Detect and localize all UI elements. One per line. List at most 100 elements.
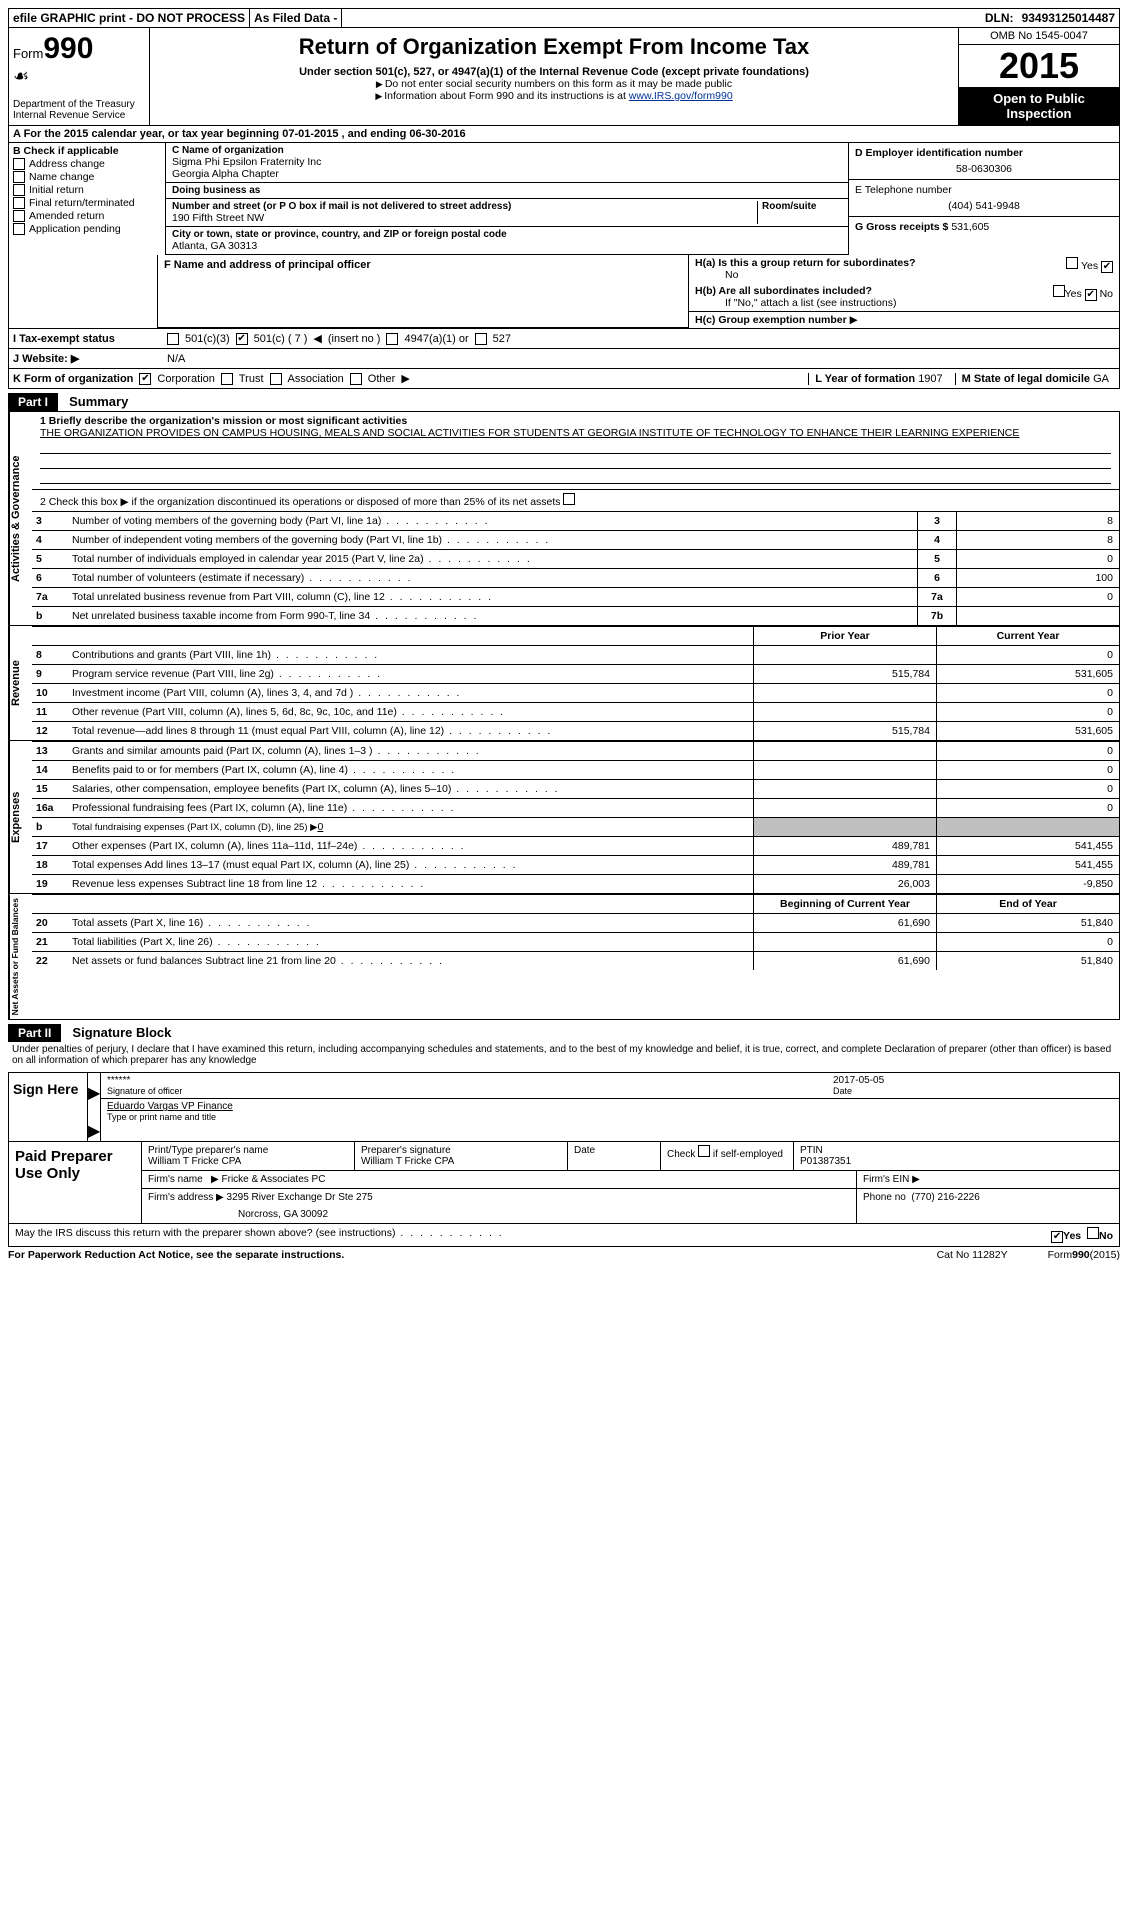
sig-date: 2017-05-05 <box>833 1075 1113 1086</box>
dba-label: Doing business as <box>172 185 842 196</box>
form-title: Return of Organization Exempt From Incom… <box>158 34 950 60</box>
chk-address-change[interactable]: Address change <box>13 158 161 170</box>
form-header: Form990 ☙ Department of the Treasury Int… <box>8 28 1120 126</box>
row-f-h: F Name and address of principal officer … <box>8 255 1120 328</box>
preparer-name: William T Fricke CPA <box>148 1156 348 1167</box>
chk-4947[interactable] <box>386 333 398 345</box>
row-17: 17Other expenses (Part IX, column (A), l… <box>32 836 1119 855</box>
vtab-expenses: Expenses <box>9 741 32 893</box>
chk-trust[interactable] <box>221 373 233 385</box>
section-identity: B Check if applicable Address change Nam… <box>8 143 1120 255</box>
chk-501c3[interactable] <box>167 333 179 345</box>
row-14: 14Benefits paid to or for members (Part … <box>32 760 1119 779</box>
topbar: efile GRAPHIC print - DO NOT PROCESS As … <box>8 8 1120 28</box>
hc-row: H(c) Group exemption number ▶ <box>689 311 1119 328</box>
ptin-value: P01387351 <box>800 1156 1113 1167</box>
discuss-no[interactable] <box>1087 1227 1099 1239</box>
gov-row-5: 5Total number of individuals employed in… <box>32 549 1119 568</box>
row-21: 21Total liabilities (Part X, line 26)0 <box>32 932 1119 951</box>
cat-no: Cat No 11282Y <box>937 1249 1008 1261</box>
name-label: C Name of organization <box>172 145 842 156</box>
hb-no[interactable]: ✔ <box>1085 289 1097 301</box>
part-i-header: Part I <box>8 393 58 411</box>
chk-final-return[interactable]: Final return/terminated <box>13 197 161 209</box>
dept-label: Department of the Treasury <box>13 99 145 110</box>
website-value: N/A <box>167 353 185 365</box>
chk-initial-return[interactable]: Initial return <box>13 184 161 196</box>
ha-yes[interactable] <box>1066 257 1078 269</box>
begin-year-hdr: Beginning of Current Year <box>753 895 936 913</box>
sign-here-label: Sign Here <box>9 1073 88 1141</box>
hb-row: H(b) Are all subordinates included? Yes … <box>689 283 1119 311</box>
f-label: F Name and address of principal officer <box>164 259 371 271</box>
org-name-1: Sigma Phi Epsilon Fraternity Inc <box>172 156 842 168</box>
row-20: 20Total assets (Part X, line 16)61,69051… <box>32 913 1119 932</box>
irs-label: Internal Revenue Service <box>13 110 145 121</box>
part-i-title: Summary <box>69 394 128 409</box>
row-13: 13Grants and similar amounts paid (Part … <box>32 741 1119 760</box>
firm-phone: (770) 216-2226 <box>911 1192 979 1203</box>
ha-no[interactable]: ✔ <box>1101 261 1113 273</box>
sig-stars: ****** <box>107 1075 833 1086</box>
gov-row-7a: 7aTotal unrelated business revenue from … <box>32 587 1119 606</box>
row-10: 10Investment income (Part VIII, column (… <box>32 683 1119 702</box>
chk-discontinued[interactable] <box>563 493 575 505</box>
row-b: bTotal fundraising expenses (Part IX, co… <box>32 817 1119 836</box>
efile-notice: efile GRAPHIC print - DO NOT PROCESS <box>9 9 250 27</box>
chk-amended[interactable]: Amended return <box>13 210 161 222</box>
note-ssn: Do not enter social security numbers on … <box>158 78 950 90</box>
chk-corp[interactable]: ✔ <box>139 373 151 385</box>
q2-row: 2 Check this box ▶ if the organization d… <box>32 489 1119 511</box>
street-value: 190 Fifth Street NW <box>172 212 757 224</box>
irs-link[interactable]: www.IRS.gov/form990 <box>629 90 733 102</box>
note-instructions: Information about Form 990 and its instr… <box>158 90 950 102</box>
city-value: Atlanta, GA 30313 <box>172 240 842 252</box>
part-i-box: Activities & Governance 1 Briefly descri… <box>8 411 1120 1020</box>
row-11: 11Other revenue (Part VIII, column (A), … <box>32 702 1119 721</box>
ein-value: 58-0630306 <box>855 163 1113 175</box>
ein-label: D Employer identification number <box>855 147 1113 159</box>
row-8: 8Contributions and grants (Part VIII, li… <box>32 645 1119 664</box>
vtab-net-assets: Net Assets or Fund Balances <box>9 894 32 1019</box>
form-subtitle: Under section 501(c), 527, or 4947(a)(1)… <box>158 66 950 78</box>
gov-row-4: 4Number of independent voting members of… <box>32 530 1119 549</box>
row-i-tax-status: I Tax-exempt status 501(c)(3) ✔501(c) ( … <box>8 328 1120 348</box>
gov-row-3: 3Number of voting members of the governi… <box>32 511 1119 530</box>
row-18: 18Total expenses Add lines 13–17 (must e… <box>32 855 1119 874</box>
chk-501c[interactable]: ✔ <box>236 333 248 345</box>
row-9: 9Program service revenue (Part VIII, lin… <box>32 664 1119 683</box>
chk-name-change[interactable]: Name change <box>13 171 161 183</box>
chk-assoc[interactable] <box>270 373 282 385</box>
f-value <box>164 271 682 311</box>
mission-text: THE ORGANIZATION PROVIDES ON CAMPUS HOUS… <box>40 427 1019 439</box>
part-ii-header: Part II <box>8 1024 61 1042</box>
paid-preparer-label: Paid Preparer Use Only <box>9 1142 142 1223</box>
row-12: 12Total revenue—add lines 8 through 11 (… <box>32 721 1119 740</box>
col-b-label: B Check if applicable <box>13 145 161 157</box>
firm-addr2: Norcross, GA 30092 <box>238 1209 850 1220</box>
vtab-revenue: Revenue <box>9 626 32 740</box>
discuss-row: May the IRS discuss this return with the… <box>8 1224 1120 1247</box>
org-name-2: Georgia Alpha Chapter <box>172 168 842 180</box>
gov-row-7b: bNet unrelated business taxable income f… <box>32 606 1119 625</box>
q1-label: 1 Briefly describe the organization's mi… <box>40 415 407 427</box>
paid-preparer-box: Paid Preparer Use Only Print/Type prepar… <box>8 1142 1120 1224</box>
end-year-hdr: End of Year <box>936 895 1119 913</box>
officer-name: Eduardo Vargas VP Finance <box>107 1101 233 1112</box>
row-16a: 16aProfessional fundraising fees (Part I… <box>32 798 1119 817</box>
ha-row: H(a) Is this a group return for subordin… <box>689 255 1119 283</box>
dln-value: 93493125014487 <box>1018 9 1119 27</box>
hb-yes[interactable] <box>1053 285 1065 297</box>
current-year-hdr: Current Year <box>936 627 1119 645</box>
year-formation: 1907 <box>918 373 942 385</box>
chk-application-pending[interactable]: Application pending <box>13 223 161 235</box>
chk-527[interactable] <box>475 333 487 345</box>
city-label: City or town, state or province, country… <box>172 229 842 240</box>
part-ii-title: Signature Block <box>72 1025 171 1040</box>
chk-other[interactable] <box>350 373 362 385</box>
vtab-governance: Activities & Governance <box>9 412 32 625</box>
chk-self-employed[interactable] <box>698 1145 710 1157</box>
domicile-state: GA <box>1093 373 1109 385</box>
room-label: Room/suite <box>762 201 842 212</box>
discuss-yes[interactable]: ✔ <box>1051 1231 1063 1243</box>
